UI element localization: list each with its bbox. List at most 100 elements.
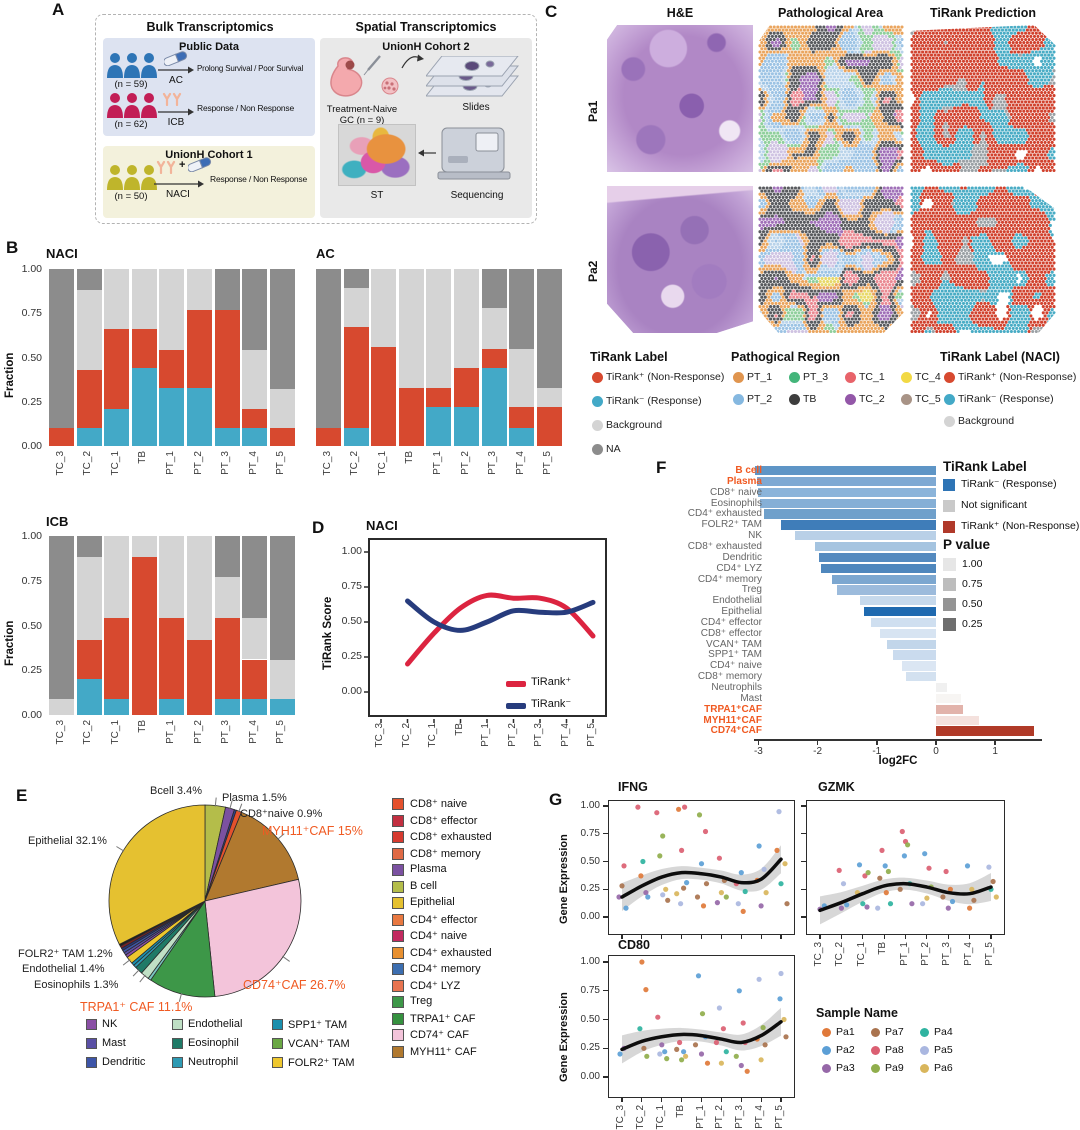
bar-segment [481, 307, 507, 349]
bar-segment [242, 408, 268, 429]
f-legend-title: TiRank Label [943, 459, 1027, 474]
e-legend-swatch [392, 880, 404, 893]
he-image-pa1 [607, 25, 753, 172]
bar-segment [242, 269, 268, 351]
y-tick-label: 0.00 [21, 440, 42, 452]
panel-g-letter: G [549, 790, 563, 809]
g-x-tick [840, 935, 842, 939]
f-bar [818, 552, 936, 563]
f-bar [936, 715, 979, 725]
bar-segment [242, 536, 268, 619]
treatment-ac-label: AC [169, 75, 183, 86]
f-bar-label: B cell [735, 465, 762, 476]
f-bar [795, 531, 936, 541]
g-y-tick [603, 805, 608, 807]
public-data-title: Public Data [179, 41, 239, 53]
f-bar [755, 466, 936, 476]
panel-c-letter: C [545, 2, 558, 21]
g-y-tick [603, 1076, 608, 1078]
f-legend-swatch [943, 500, 955, 512]
y-tick-label: 1.00 [21, 530, 42, 542]
x-tick-label: TC_2 [82, 451, 94, 476]
c-legend-tirank-title: TiRank Label [590, 350, 668, 364]
g-x-tick [720, 1098, 722, 1102]
bar-segment [159, 618, 185, 699]
bar-segment [214, 618, 240, 699]
legend-label: TiRank⁺ (Non-Response) [606, 371, 725, 383]
outcome-icb: Response / Non Response [197, 103, 294, 113]
x-tick-label: TC_2 [349, 451, 361, 476]
f-bar-label: Epithelial [721, 606, 762, 618]
f-bar-label: SPP1⁺ TAM [708, 649, 762, 661]
gc-label-line1: Treatment-Naive [326, 104, 398, 115]
legend-label: NA [606, 443, 621, 455]
bar-segment [131, 329, 157, 369]
patients-blue-icon [107, 53, 157, 78]
g-plot-box [806, 800, 1005, 935]
g-sample-label: Pa3 [836, 1062, 855, 1074]
f-bar [757, 476, 936, 487]
legend-label: TC_4 [915, 371, 941, 383]
treatment-icb-label: ICB [167, 117, 185, 128]
g-y-tick [801, 860, 806, 863]
g-y-tick [603, 860, 608, 863]
f-bar [879, 628, 936, 639]
bar-segment [49, 428, 74, 446]
bar-segment [269, 536, 295, 660]
f-pvalue-label: 0.50 [962, 598, 983, 610]
legend-dot [944, 416, 955, 427]
e-legend-label: CD4⁺ naive [410, 930, 468, 942]
x-tick-label: PT_3 [220, 720, 232, 744]
patients-olive-icon [107, 165, 157, 190]
g-x-tick [883, 935, 885, 939]
legend-label: TiRank⁺ (Non-Response) [958, 371, 1077, 383]
x-tick-label: PT_4 [247, 451, 259, 475]
patients-crimson-icon [107, 93, 157, 118]
f-bar [936, 726, 1034, 736]
bar-segment [398, 269, 424, 388]
f-axis-tick-label: 1 [992, 746, 998, 757]
tirank-prediction-pa1 [910, 25, 1056, 172]
x-tick-label: PT_2 [192, 451, 204, 475]
bar-segment [104, 269, 130, 330]
g-x-tick [926, 935, 928, 939]
d-plot-box [368, 538, 607, 717]
y-tick-label: 0.00 [21, 709, 42, 721]
bar-segment [214, 536, 240, 578]
x-tick-label: PT_5 [542, 451, 554, 475]
f-bar-label: Eosinophils [710, 497, 762, 509]
f-bar-label: MYH11⁺CAF [703, 714, 762, 726]
g-x-tick-label: PT_4 [962, 942, 974, 966]
g-sample-label: Pa6 [934, 1062, 953, 1074]
f-axis-tick-label: -1 [872, 746, 882, 757]
e-legend-label: Epithelial [410, 896, 455, 908]
f-axis-tick [876, 740, 878, 745]
g-sample-label: Pa4 [934, 1026, 953, 1038]
x-tick-label: TC_3 [374, 723, 385, 748]
f-bar-label: TRPA1⁺CAF [704, 703, 762, 715]
g-y-tick [603, 1047, 608, 1049]
y-tick-label: 0.00 [341, 685, 362, 697]
g-y-tick [801, 805, 806, 807]
g-x-tick [700, 935, 703, 939]
x-tick-label: TB [137, 451, 149, 464]
g-x-tick [641, 1098, 643, 1102]
g-sample-dot [920, 1046, 929, 1055]
g-sample-dot [920, 1028, 929, 1037]
f-pvalue-swatch [943, 558, 956, 571]
g-x-tick [641, 935, 643, 939]
y-tick-label: 0.75 [21, 307, 42, 320]
bar-segment [454, 368, 479, 408]
g-sample-dot [822, 1028, 831, 1037]
bar-segment [343, 269, 369, 289]
g-x-tick [661, 1098, 663, 1102]
bar-segment [49, 269, 74, 429]
g-x-tick [780, 1098, 782, 1102]
f-bar [820, 563, 936, 573]
stomach-icon [330, 55, 399, 97]
st-label: ST [370, 190, 384, 201]
g-y-tick [801, 888, 806, 890]
bar-segment [49, 698, 74, 715]
e-legend-swatch [272, 1057, 283, 1068]
f-bar-label: CD8⁺ memory [697, 671, 762, 683]
